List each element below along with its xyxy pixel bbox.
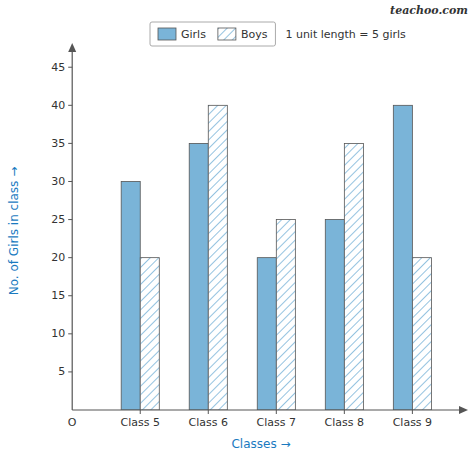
y-tick xyxy=(68,371,72,372)
bar xyxy=(276,220,295,410)
x-tick xyxy=(276,410,277,414)
bars xyxy=(121,105,431,410)
y-tick xyxy=(68,219,72,220)
legend-swatch xyxy=(158,28,176,40)
y-tick-label: 25 xyxy=(51,213,65,226)
x-tick-label: Class 5 xyxy=(121,416,160,429)
bar xyxy=(344,143,363,410)
x-tick-label: Class 8 xyxy=(325,416,364,429)
y-tick-label: 10 xyxy=(51,327,65,340)
x-tick-label: Class 9 xyxy=(393,416,432,429)
y-tick-label: 40 xyxy=(51,99,65,112)
y-tick-label: 15 xyxy=(51,289,65,302)
y-axis-label: No. of Girls in class → xyxy=(7,167,21,296)
bar xyxy=(412,258,431,410)
y-tick-label: 5 xyxy=(58,365,65,378)
y-tick xyxy=(68,257,72,258)
bar-background xyxy=(412,258,431,410)
x-axis-label: Classes → xyxy=(231,437,290,451)
y-tick-label: 30 xyxy=(51,175,65,188)
bar xyxy=(325,220,344,410)
bar-background xyxy=(208,105,227,410)
x-tick-label: Class 7 xyxy=(257,416,296,429)
y-tick xyxy=(68,67,72,68)
y-tick-label: 45 xyxy=(51,61,65,74)
legend-frame xyxy=(150,22,275,46)
y-axis-arrow xyxy=(68,43,76,52)
y-tick-label: 35 xyxy=(51,137,65,150)
bar-background xyxy=(344,143,363,410)
legend-swatch-bg xyxy=(218,28,236,40)
y-tick xyxy=(68,295,72,296)
origin-label: O xyxy=(68,416,77,429)
y-tick-label: 20 xyxy=(51,251,65,264)
bar xyxy=(121,181,140,410)
y-tick xyxy=(68,105,72,106)
bar-background xyxy=(276,220,295,410)
legend: Girls Boys xyxy=(150,22,275,46)
legend-label: Boys xyxy=(241,28,268,41)
x-tick xyxy=(344,410,345,414)
bar xyxy=(208,105,227,410)
watermark: teachoo.com xyxy=(390,4,468,17)
legend-swatch xyxy=(218,28,236,40)
bar-background xyxy=(140,258,159,410)
legend-note: 1 unit length = 5 girls xyxy=(285,28,406,41)
x-axis-arrow xyxy=(459,406,468,414)
x-tick xyxy=(412,410,413,414)
x-tick xyxy=(208,410,209,414)
x-axis xyxy=(72,409,460,410)
x-tick-label: Class 6 xyxy=(189,416,228,429)
bar xyxy=(257,258,276,410)
bar xyxy=(189,143,208,410)
x-tick xyxy=(140,410,141,414)
legend-label: Girls xyxy=(181,28,206,41)
y-tick xyxy=(68,333,72,334)
chart: 5 10 15 20 25 30 35 40 45 O Class 5 Class 6 Class 7 C… xyxy=(0,0,474,468)
bar xyxy=(393,105,412,410)
y-tick xyxy=(68,181,72,182)
bar xyxy=(140,258,159,410)
y-tick xyxy=(68,143,72,144)
